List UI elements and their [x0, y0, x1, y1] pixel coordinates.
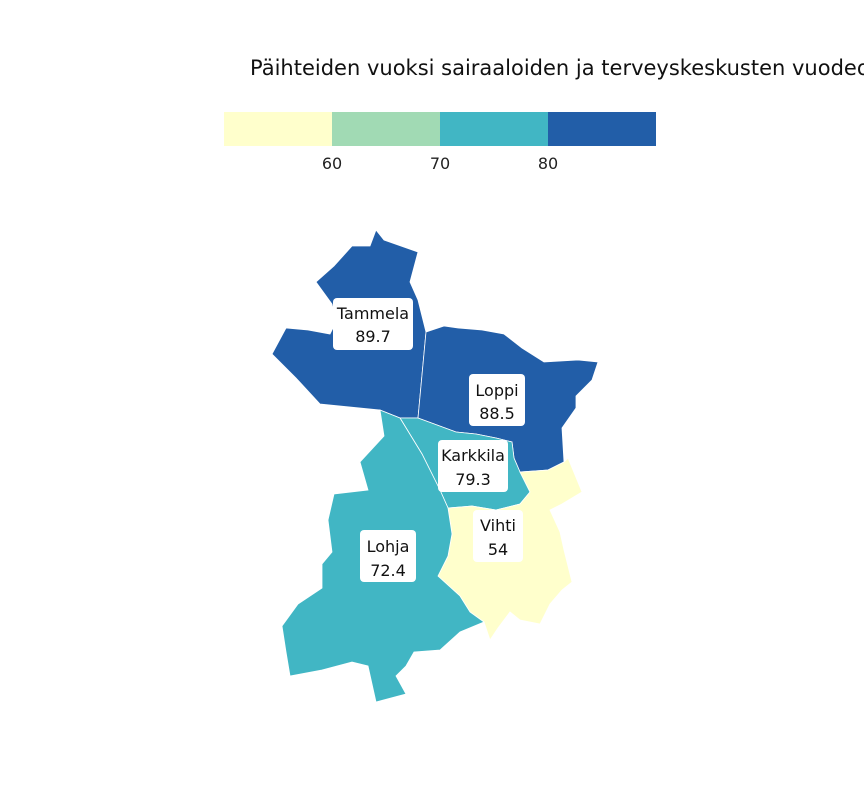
region-value: 79.3: [455, 470, 491, 489]
legend-tick: 80: [537, 154, 559, 173]
region-name: Lohja: [367, 537, 410, 556]
map-title: Päihteiden vuoksi sairaaloiden ja tervey…: [250, 56, 864, 80]
region-label-vihti: Vihti 54: [473, 510, 523, 562]
region-value: 89.7: [355, 327, 391, 346]
region-value: 54: [488, 540, 508, 559]
legend-tick: 60: [321, 154, 343, 173]
region-label-karkkila: Karkkila 79.3: [438, 440, 508, 492]
color-legend: [224, 112, 656, 146]
region-name: Loppi: [475, 381, 518, 400]
region-name: Karkkila: [441, 446, 505, 465]
legend-swatch: [548, 112, 656, 146]
legend-swatch: [440, 112, 548, 146]
legend-tick: 70: [429, 154, 451, 173]
legend-swatch: [224, 112, 332, 146]
region-label-loppi: Loppi 88.5: [469, 374, 525, 426]
region-label-lohja: Lohja 72.4: [360, 530, 416, 582]
region-name: Vihti: [480, 516, 516, 535]
legend-swatch: [332, 112, 440, 146]
region-value: 88.5: [479, 404, 515, 423]
region-value: 72.4: [370, 561, 406, 580]
region-name: Tammela: [336, 304, 409, 323]
region-label-tammela: Tammela 89.7: [333, 298, 413, 350]
